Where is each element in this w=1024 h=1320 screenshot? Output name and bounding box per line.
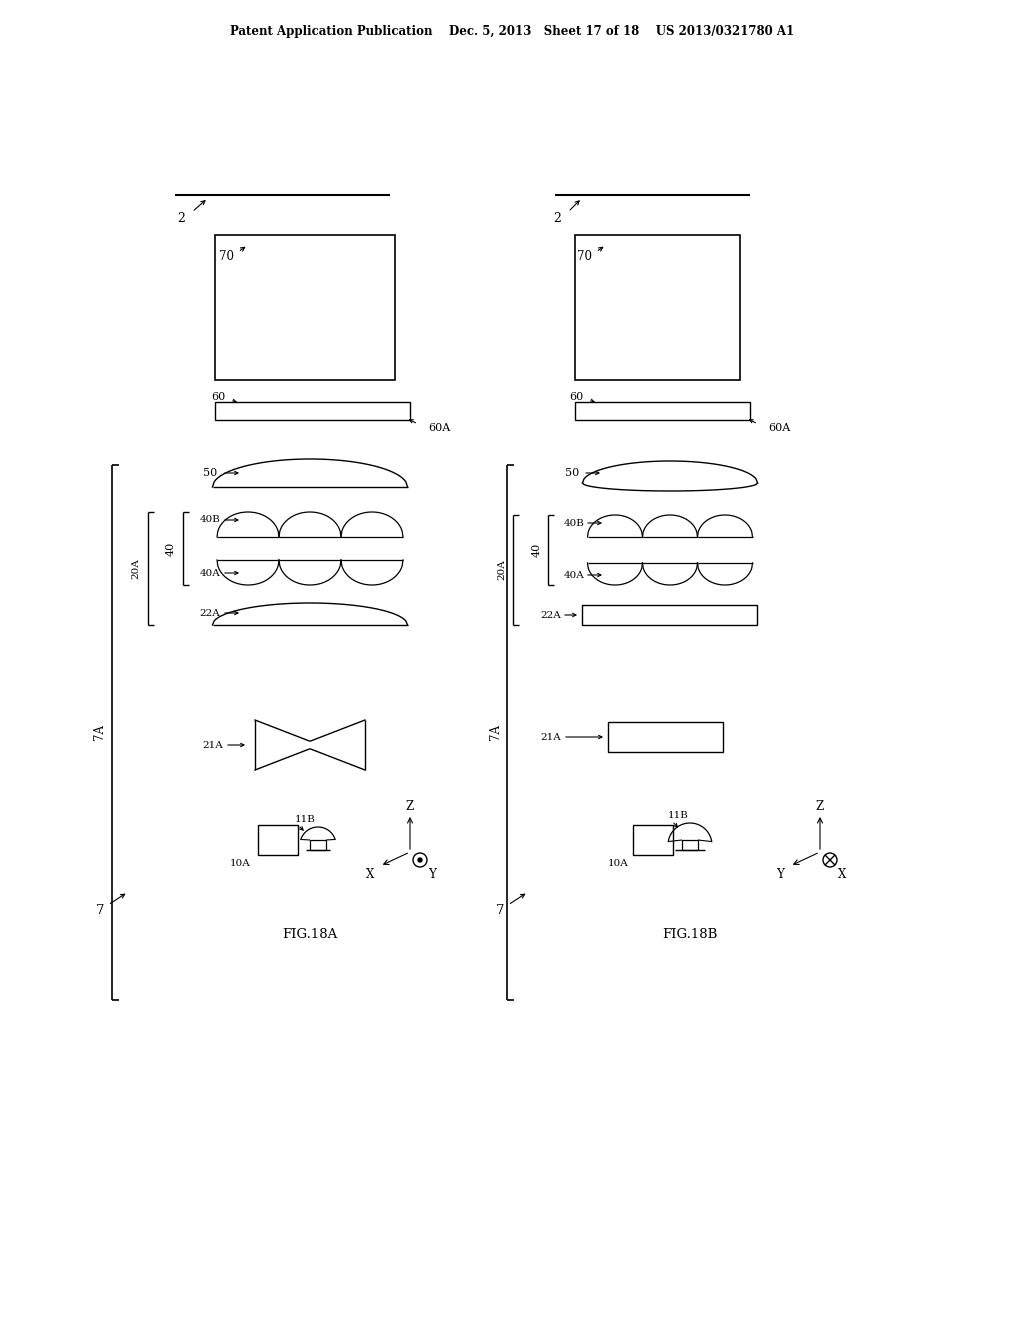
- Text: 40: 40: [532, 543, 542, 557]
- Text: 21A: 21A: [541, 733, 561, 742]
- Bar: [582, 605, 757, 624]
- Text: Y: Y: [428, 867, 436, 880]
- Text: 11B: 11B: [295, 814, 315, 824]
- Circle shape: [418, 858, 422, 862]
- Text: X: X: [366, 867, 374, 880]
- Text: 60A: 60A: [428, 422, 451, 433]
- Text: Z: Z: [406, 800, 414, 813]
- Text: X: X: [838, 867, 846, 880]
- Bar: [310, 840, 326, 850]
- Text: 10A: 10A: [229, 858, 251, 867]
- Bar: [682, 840, 698, 850]
- Text: 22A: 22A: [200, 609, 220, 618]
- Text: Patent Application Publication    Dec. 5, 2013   Sheet 17 of 18    US 2013/03217: Patent Application Publication Dec. 5, 2…: [230, 25, 794, 38]
- Text: 20A: 20A: [131, 558, 140, 579]
- Bar: [575, 403, 750, 420]
- Text: 60A: 60A: [768, 422, 791, 433]
- Text: 70: 70: [218, 251, 233, 264]
- Text: 10A: 10A: [607, 858, 629, 867]
- Text: 22A: 22A: [541, 610, 561, 619]
- Bar: [215, 403, 410, 420]
- Text: 70: 70: [577, 251, 592, 264]
- Text: 7A: 7A: [93, 725, 106, 741]
- Text: 60: 60: [569, 392, 583, 403]
- Text: 20A: 20A: [498, 560, 507, 581]
- Text: 40A: 40A: [563, 570, 585, 579]
- Text: 50: 50: [203, 469, 217, 478]
- Text: 60: 60: [211, 392, 225, 403]
- Text: 21A: 21A: [203, 741, 223, 750]
- Text: Y: Y: [776, 867, 784, 880]
- Text: 40: 40: [166, 541, 176, 556]
- Text: 11B: 11B: [668, 810, 688, 820]
- Text: 40B: 40B: [200, 516, 220, 524]
- Text: Z: Z: [816, 800, 824, 813]
- Bar: [608, 722, 723, 752]
- Text: FIG.18B: FIG.18B: [663, 928, 718, 941]
- Text: 40A: 40A: [200, 569, 220, 578]
- Bar: [633, 825, 673, 855]
- Text: FIG.18A: FIG.18A: [283, 928, 338, 941]
- Text: 7: 7: [496, 903, 504, 916]
- Text: 7: 7: [96, 903, 104, 916]
- Bar: [258, 825, 298, 855]
- Bar: [215, 235, 395, 380]
- Text: 7A: 7A: [488, 725, 502, 741]
- Text: 50: 50: [565, 469, 580, 478]
- Text: 2: 2: [553, 213, 561, 226]
- Text: 40B: 40B: [563, 519, 585, 528]
- Text: 2: 2: [177, 213, 185, 226]
- Bar: [575, 235, 740, 380]
